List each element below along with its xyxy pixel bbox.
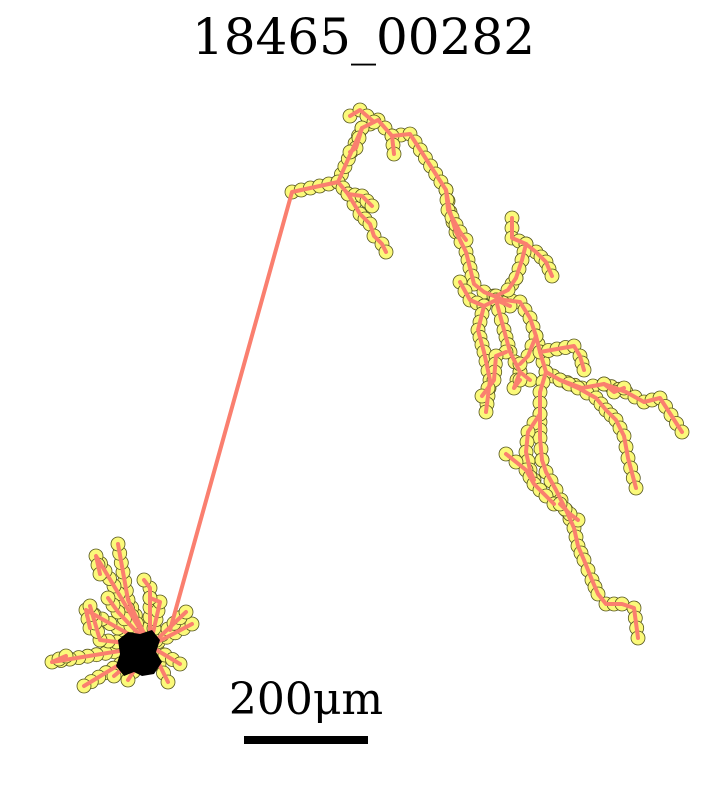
- trace-segment: [558, 502, 580, 522]
- trace-segment: [480, 350, 508, 398]
- trace-segment: [148, 596, 162, 648]
- trace-segment: [494, 276, 518, 298]
- trace-segment: [512, 370, 522, 390]
- trace-segment: [476, 304, 492, 414]
- trace-segment: [390, 134, 396, 156]
- trace-segment: [518, 334, 538, 366]
- figure-title: 18465_00282: [191, 8, 536, 66]
- trace-segment: [538, 344, 586, 372]
- trace-segment: [50, 644, 152, 664]
- trace-segment: [444, 188, 468, 242]
- trace-segment: [94, 554, 152, 648]
- trace-segment: [524, 412, 542, 482]
- trace-segment: [504, 452, 556, 506]
- trace-segment: [602, 382, 626, 394]
- trace-segment: [510, 216, 554, 278]
- soma: [116, 630, 162, 676]
- trace-segment: [348, 108, 376, 124]
- trace-segment: [142, 578, 152, 648]
- scale-bar: [244, 736, 368, 744]
- trace-segment: [494, 298, 532, 382]
- trace-segment: [558, 378, 638, 490]
- trace-segment: [168, 118, 684, 632]
- soma-body: [116, 630, 162, 676]
- scale-label: 200μm: [228, 674, 384, 725]
- trace-segment: [346, 192, 374, 208]
- trace-segment: [540, 458, 640, 640]
- trace-segment: [348, 126, 364, 154]
- trace-segment: [514, 242, 528, 280]
